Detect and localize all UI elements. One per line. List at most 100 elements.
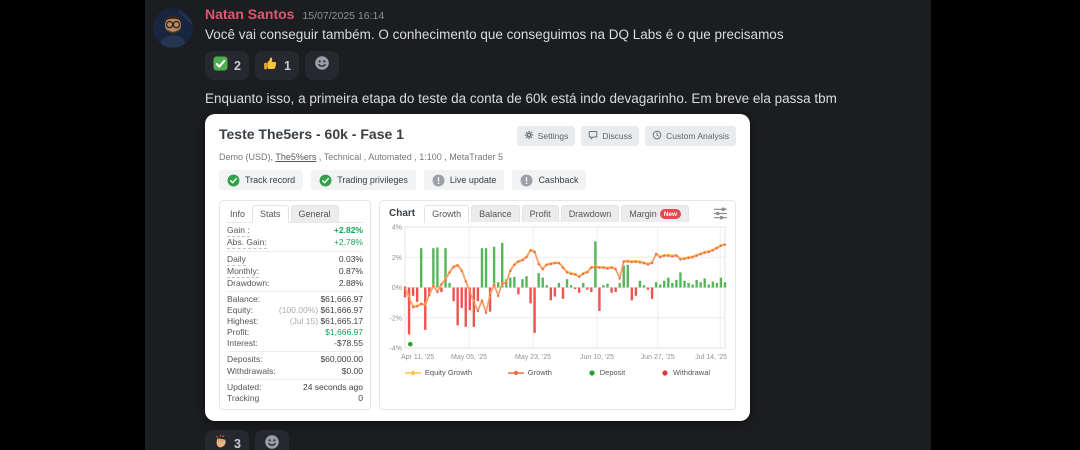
add-reaction-button[interactable] (304, 51, 339, 80)
svg-text:May 23, '25: May 23, '25 (515, 354, 551, 361)
message-text-1: Você vai conseguir também. O conheciment… (205, 27, 784, 42)
tab-stats[interactable]: Stats (252, 205, 289, 223)
svg-text:Jun 27, '25: Jun 27, '25 (641, 354, 675, 361)
stat-label: Deposits: (227, 354, 263, 365)
smiley-add-reaction-icon (264, 434, 280, 450)
message-content-column: Natan Santos 15/07/2025 16:14 Você vai c… (205, 6, 923, 450)
widget-title: Teste The5ers - 60k - Fase 1 (219, 126, 404, 142)
clap-emoji-icon (213, 434, 228, 450)
discord-chat-area: Natan Santos 15/07/2025 16:14 Você vai c… (145, 0, 931, 450)
myfxbook-widget-card[interactable]: Teste The5ers - 60k - Fase 1 Settings Dis… (205, 114, 750, 421)
stat-label[interactable]: Abs. Gain: (227, 237, 267, 250)
chart-settings-sliders-icon[interactable] (713, 207, 728, 220)
stat-row: Updated: 24 seconds ago (227, 382, 363, 393)
stat-row: Balance: $61,666.97 (227, 294, 363, 305)
stat-row: Profit: $1,666.97 (227, 327, 363, 338)
stat-row: Daily 0.03% (227, 254, 363, 267)
legend-item-withdrawal[interactable]: Withdrawal (661, 368, 710, 377)
widget-body: Info Stats General Gain : +2.82% Abs. Gain: +… (219, 200, 736, 410)
stat-label: Withdrawals: (227, 365, 276, 376)
line-dot-marker-icon (507, 369, 524, 377)
legend-label: Withdrawal (672, 368, 711, 377)
stat-label: Interest: (227, 338, 258, 349)
tab-profit[interactable]: Profit (521, 205, 559, 222)
svg-text:-4%: -4% (390, 346, 402, 353)
reaction-count: 2 (234, 58, 241, 73)
stat-group: Updated: 24 seconds ago Tracking 0 (227, 380, 363, 406)
info-circle-icon (520, 174, 533, 187)
stat-label[interactable]: Daily (227, 254, 246, 267)
custom-analysis-button[interactable]: Custom Analysis (645, 126, 736, 146)
reaction-pill[interactable]: 2 (205, 51, 249, 80)
svg-text:0%: 0% (392, 285, 402, 292)
message-timestamp: 15/07/2025 16:14 (302, 10, 385, 22)
tab-balance[interactable]: Balance (471, 205, 520, 222)
stats-rows: Gain : +2.82% Abs. Gain: +2.78% Daily 0.03% Mo… (227, 223, 363, 406)
svg-text:4%: 4% (392, 225, 402, 232)
legend-item-deposit[interactable]: Deposit (588, 368, 625, 377)
info-circle-icon (432, 174, 445, 187)
stat-value: 0.87% (338, 266, 363, 277)
meta-suffix: , Technical , Automated , 1:100 , MetaTr… (316, 152, 503, 162)
stats-panel: Info Stats General Gain : +2.82% Abs. Gain: +… (219, 200, 371, 410)
stat-label[interactable]: Gain : (227, 225, 250, 238)
stat-label: Updated: (227, 381, 262, 392)
tab-label: Margin (629, 209, 657, 219)
reaction-pill[interactable]: 1 (254, 51, 299, 80)
dot-marker-icon (588, 369, 596, 377)
tab-growth[interactable]: Growth (424, 205, 470, 223)
stat-value: 0.03% (338, 254, 363, 265)
badge-label: Track record (245, 175, 296, 185)
broker-link[interactable]: The5%ers (275, 152, 317, 162)
stat-value-muted-prefix: (100.00%) (278, 305, 321, 316)
tab-margin[interactable]: Margin New (621, 205, 690, 222)
stat-value-muted-prefix: (Jul 15) (289, 316, 321, 327)
thumbsup-emoji-icon (263, 56, 278, 76)
legend-item-equity-growth[interactable]: Equity Growth (404, 368, 472, 377)
stat-label: Balance: (227, 294, 261, 305)
tab-label: Balance (479, 209, 512, 219)
badge-cashback[interactable]: Cashback (512, 170, 587, 190)
stat-row: Gain : +2.82% (227, 225, 363, 238)
tab-info[interactable]: Info (230, 209, 246, 219)
growth-chart[interactable]: 4% 2% 0% -2% -4%Apr 11, '25 May 05, '25 May 23… (387, 222, 728, 362)
settings-button[interactable]: Settings (516, 126, 576, 146)
legend-item-growth[interactable]: Growth (507, 368, 552, 377)
stat-row: Equity: (100.00%) $61,666.97 (227, 305, 363, 316)
stat-row: Interest: -$78.55 (227, 338, 363, 349)
reaction-count: 1 (283, 58, 291, 73)
badge-track-record[interactable]: Track record (219, 170, 304, 190)
legend-label: Deposit (599, 368, 626, 377)
stat-value: $1,666.97 (325, 327, 363, 338)
stat-row: Tracking 0 (227, 393, 363, 404)
tab-label: Drawdown (568, 209, 612, 219)
stat-label[interactable]: Monthly: (227, 266, 260, 279)
svg-text:2%: 2% (392, 255, 402, 262)
legend-label: Equity Growth (424, 368, 472, 377)
badge-trading-privileges[interactable]: Trading privileges (311, 170, 416, 190)
new-badge: New (659, 209, 682, 219)
stat-row: Abs. Gain: +2.78% (227, 237, 363, 250)
stat-row: Deposits: $60,000.00 (227, 354, 363, 365)
avatar[interactable] (153, 8, 193, 48)
meta-prefix: Demo (USD), (219, 152, 276, 162)
stat-value: +2.78% (333, 237, 363, 248)
dot-marker-icon (661, 369, 669, 377)
chart-panel: Chart Growth Balance Profit Drawdown Margin Ne… (379, 200, 736, 410)
tab-general[interactable]: General (290, 205, 339, 222)
tab-drawdown[interactable]: Drawdown (560, 205, 620, 222)
reaction-pill[interactable]: 3 (205, 429, 249, 450)
stats-tabs: Info Stats General (227, 201, 363, 223)
check-emoji-icon (213, 55, 228, 76)
badge-live-update[interactable]: Live update (423, 170, 505, 190)
add-reaction-button[interactable] (254, 429, 289, 450)
badge-label: Live update (449, 175, 497, 185)
chart-tabs: Chart Growth Balance Profit Drawdown Margin Ne… (387, 205, 728, 223)
author-name[interactable]: Natan Santos (205, 6, 295, 22)
badge-label: Trading privileges (337, 175, 408, 185)
stat-value: $60,000.00 (320, 354, 363, 365)
stat-value: 0 (358, 392, 363, 403)
discuss-button[interactable]: Discuss (581, 126, 640, 146)
